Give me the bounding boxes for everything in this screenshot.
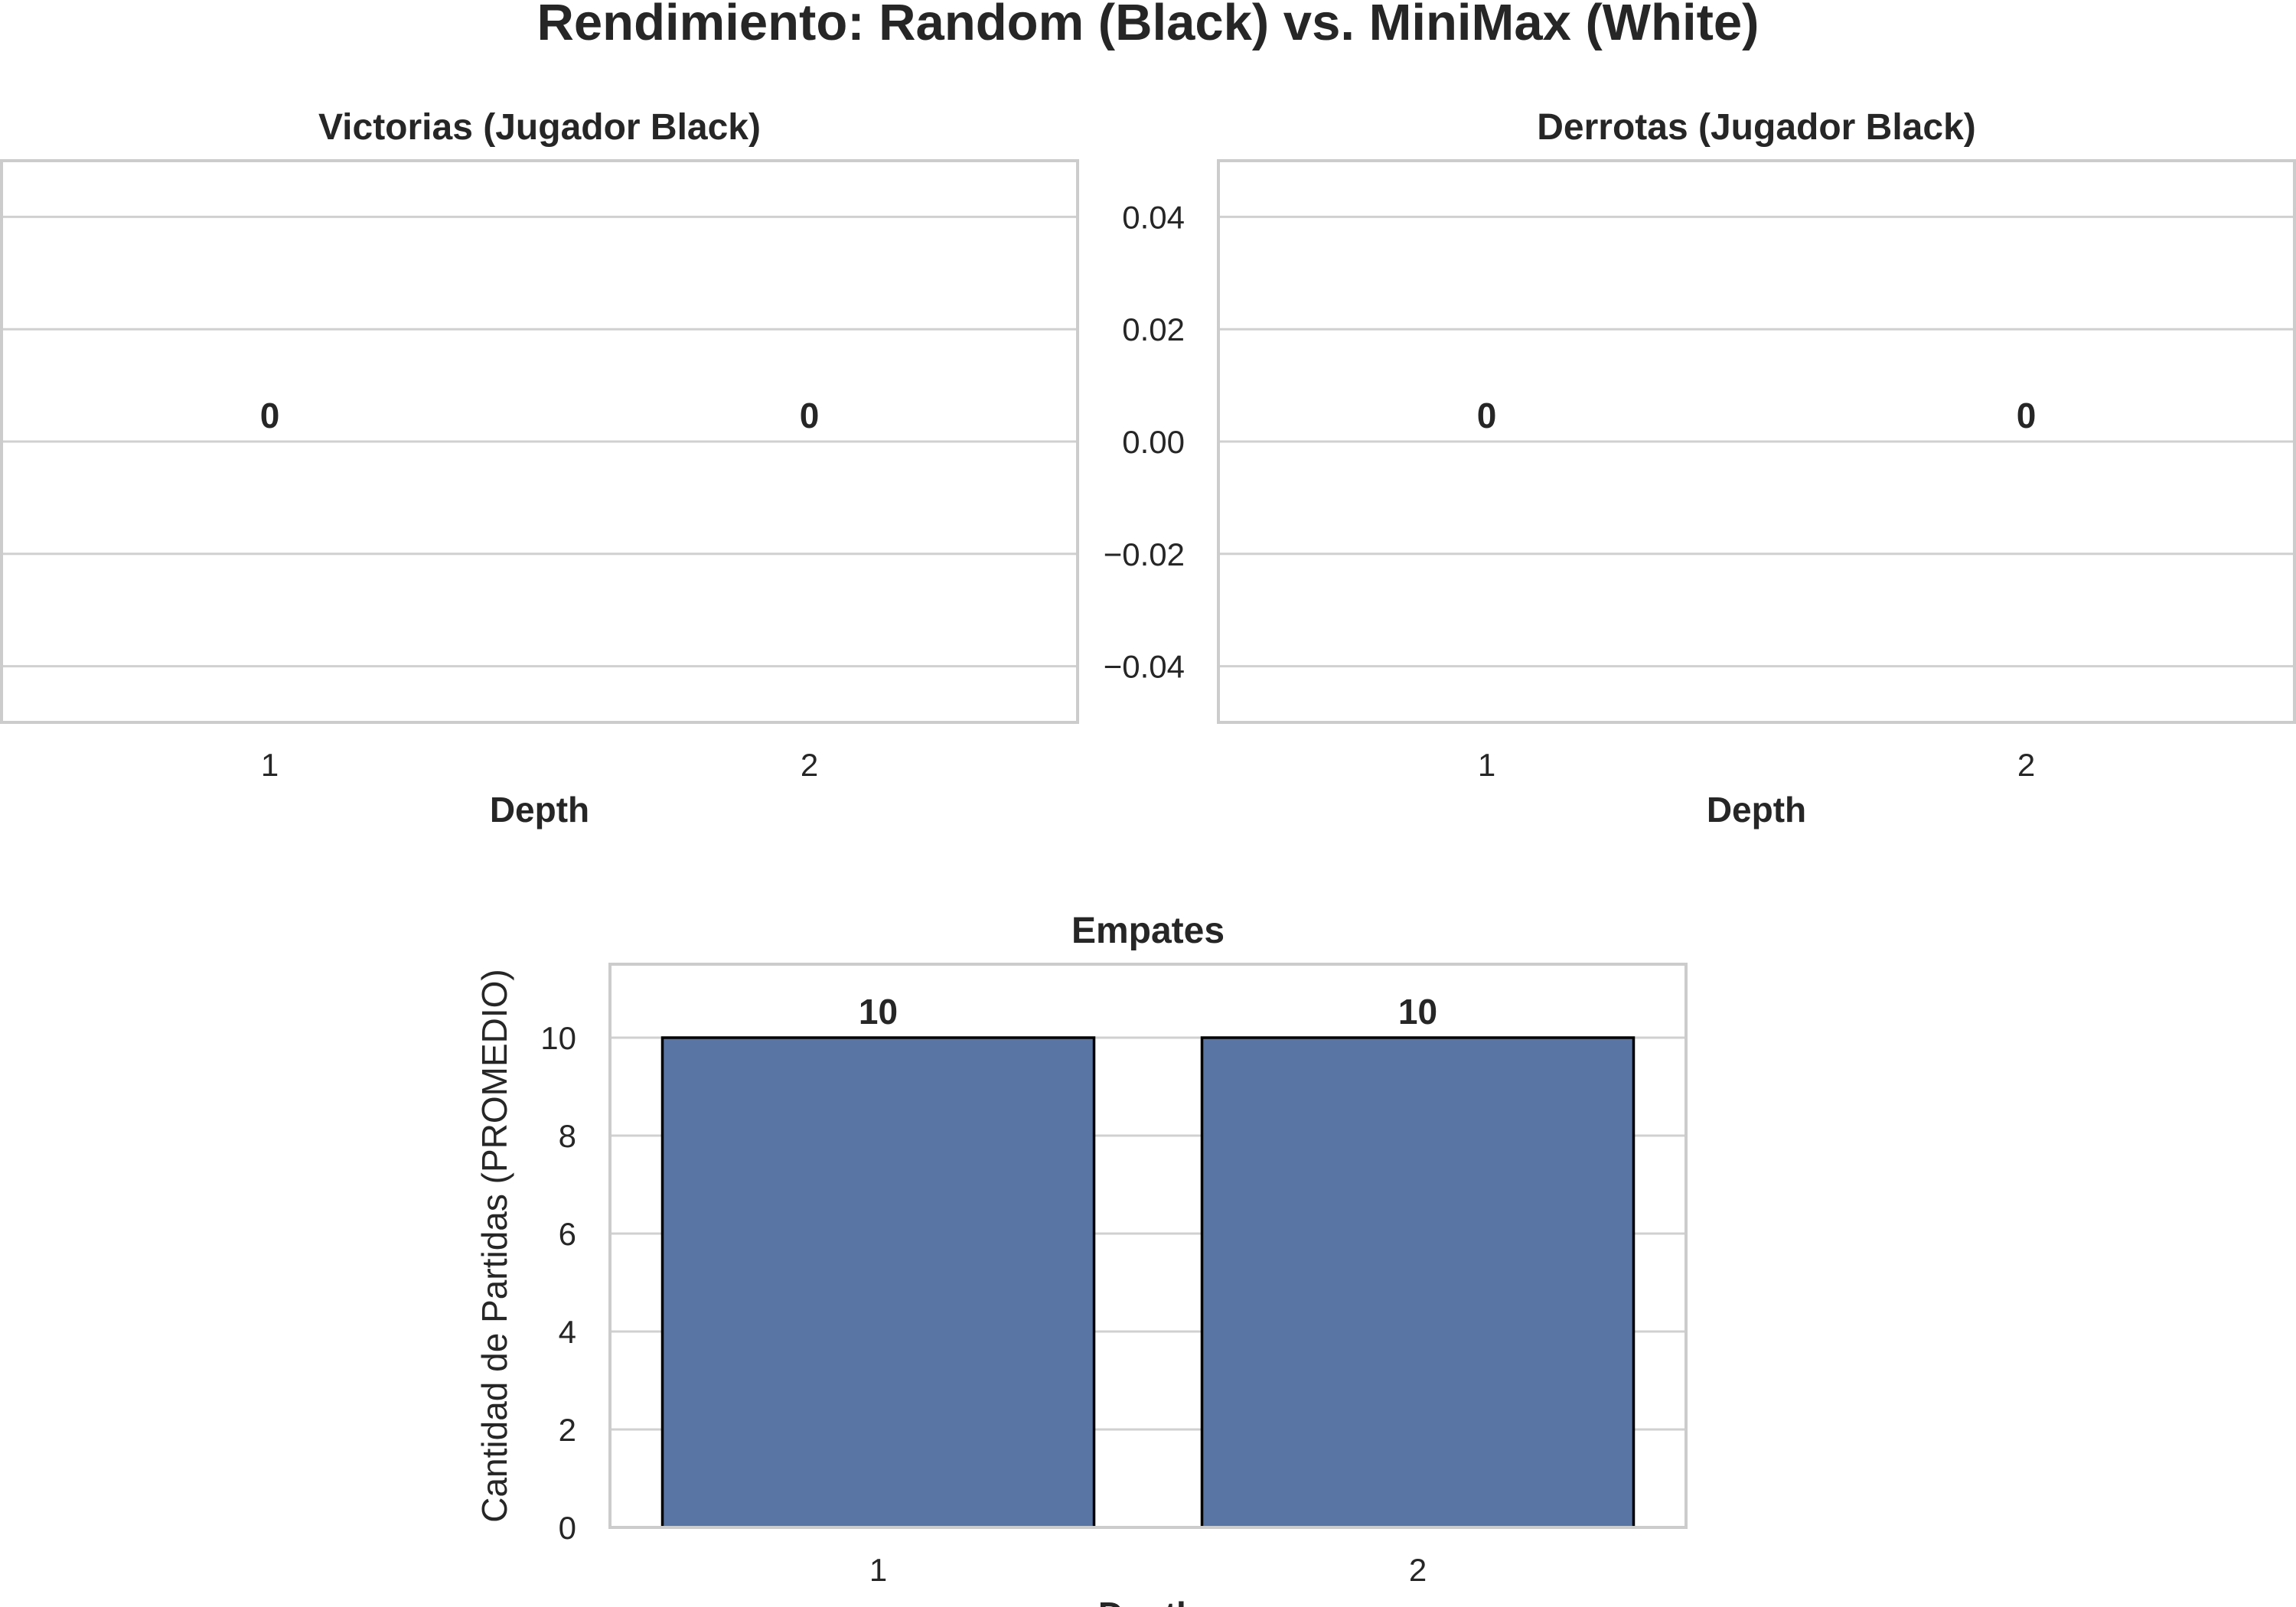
- y-axis-label: Cantidad de Partidas (PROMEDIO): [475, 969, 514, 1523]
- y-tick-label: 0.04: [1122, 199, 1185, 235]
- chart-panel-2: 0 1 0 2 −0.04 −0.02 0.00 0.02 0.04 Derrotas (Juga…: [1104, 107, 2296, 830]
- x-tick-label: 2: [801, 747, 818, 783]
- plot-frame: [0, 159, 1079, 724]
- y-tick-label: 0.00: [1122, 424, 1185, 460]
- plot-frame: [1217, 159, 2296, 724]
- y-tick-label: 10: [540, 1020, 576, 1056]
- x-axis-label: Depth: [1707, 790, 1806, 830]
- data-label: 10: [859, 992, 898, 1032]
- x-axis-label: Depth: [1098, 1595, 1198, 1607]
- subplot-title: Derrotas (Jugador Black): [1537, 107, 1976, 148]
- x-tick-label: 2: [2017, 747, 2035, 783]
- x-tick-label: 1: [1478, 747, 1495, 783]
- subplot-title: Victorias (Jugador Black): [318, 107, 761, 148]
- data-label: 0: [800, 396, 820, 435]
- y-tick-label: 8: [559, 1118, 576, 1154]
- x-tick-label: 1: [869, 1552, 887, 1588]
- bar-1: [660, 1036, 1096, 1529]
- chart-panel-3: 10 1 10 2 0 2 4 6 8 10 Empates Depth Cantidad de Par…: [475, 911, 1688, 1607]
- data-label: 0: [1477, 396, 1497, 435]
- data-label: 0: [2017, 396, 2037, 435]
- x-axis-label: Depth: [490, 790, 589, 830]
- y-tick-label: −0.02: [1104, 536, 1185, 572]
- x-tick-label: 1: [261, 747, 279, 783]
- x-tick-label: 2: [1409, 1552, 1427, 1588]
- data-label: 0: [260, 396, 280, 435]
- data-label: 10: [1398, 992, 1437, 1032]
- bar-2: [1200, 1036, 1636, 1529]
- y-tick-label: −0.04: [1104, 649, 1185, 685]
- plot-frame: [608, 963, 1688, 1529]
- subplot-title: Empates: [1071, 911, 1225, 951]
- y-tick-label: 6: [559, 1216, 576, 1252]
- y-tick-label: 0.02: [1122, 311, 1185, 347]
- y-tick-label: 4: [559, 1314, 576, 1350]
- y-tick-label: 0: [559, 1510, 576, 1546]
- chart-panel-1: 0 1 0 2 Victorias (Jugador Black) Depth: [0, 107, 1079, 830]
- figure-title: Rendimiento: Random (Black) vs. MiniMax …: [537, 0, 1760, 51]
- y-tick-label: 2: [559, 1412, 576, 1448]
